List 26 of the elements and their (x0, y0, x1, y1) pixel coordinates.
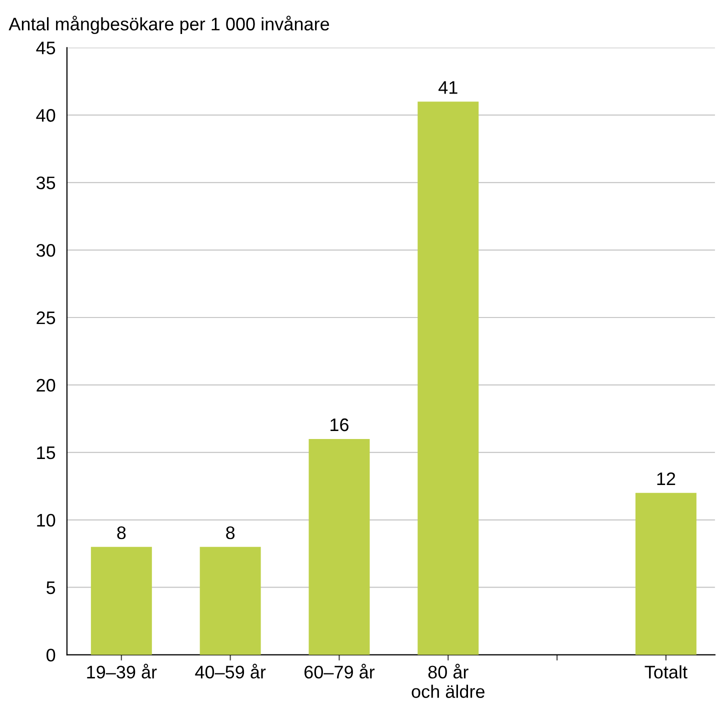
data-label: 8 (226, 526, 235, 540)
y-tick-label: 20 (36, 378, 56, 392)
bar (635, 492, 696, 655)
x-tick-label: Totalt (644, 665, 688, 679)
x-tick-label: 80 år och äldre (412, 664, 484, 698)
y-tick-label: 30 (36, 244, 56, 257)
bar (90, 546, 152, 655)
bar (418, 102, 479, 655)
y-tick-label: 10 (37, 514, 56, 527)
data-label: 16 (330, 418, 348, 432)
data-label: 41 (438, 81, 458, 94)
x-tick-label: 19–39 år (87, 664, 157, 679)
y-tick-label: 45 (36, 42, 56, 54)
y-tick-label: 5 (46, 581, 56, 594)
x-tick-label: 40–59 år (195, 664, 266, 679)
y-axis-title: Antal mångbesökare per 1 000 invånare (8, 16, 330, 34)
x-tick-label: 60–79 år (304, 664, 375, 679)
data-label: 12 (657, 472, 676, 485)
bar (200, 546, 261, 655)
y-tick-label: 35 (36, 176, 56, 190)
data-label: 8 (117, 526, 126, 540)
y-tick-label: 25 (36, 311, 56, 324)
bar (308, 438, 370, 655)
y-tick-label: 40 (36, 109, 56, 122)
y-tick-label: 15 (37, 446, 56, 460)
y-tick-label: 0 (46, 648, 56, 662)
